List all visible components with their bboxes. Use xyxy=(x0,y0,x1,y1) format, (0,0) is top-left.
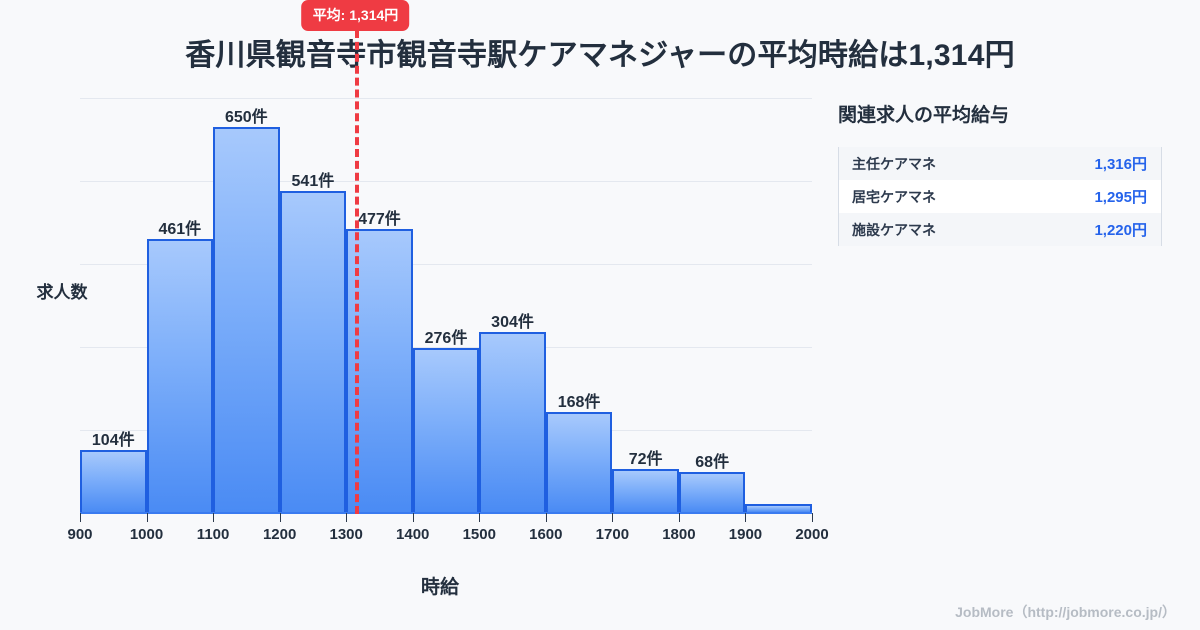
x-axis-tick-label: 1000 xyxy=(129,526,164,543)
salary-row-name: 居宅ケアマネ xyxy=(852,188,936,205)
x-axis-tick xyxy=(545,513,547,522)
bar-value-label: 477件 xyxy=(358,211,401,229)
bar-value-label: 68件 xyxy=(695,453,730,471)
x-axis-tick xyxy=(612,513,614,522)
histogram-bar xyxy=(146,238,214,512)
x-axis-tick-label: 1400 xyxy=(396,526,430,543)
bar-value-label: 72件 xyxy=(628,451,663,469)
x-axis-tick-label: 2000 xyxy=(795,526,829,543)
gridline xyxy=(80,98,812,99)
x-axis-tick-label: 1300 xyxy=(329,526,363,543)
histogram-bar xyxy=(545,412,613,512)
x-axis-tick-label: 1800 xyxy=(662,526,696,543)
bar-value-label: 461件 xyxy=(158,220,202,238)
bar-value-label: 541件 xyxy=(291,173,335,191)
x-axis-tick-label: 1700 xyxy=(595,526,630,543)
plot-area: 104件 461件 650件 541件 477件 276件 304件 168件 72件 68件 9… xyxy=(67,0,829,543)
x-axis-tick xyxy=(479,513,481,522)
x-axis-tick-label: 1500 xyxy=(462,526,496,543)
salary-row-value: 1,220円 xyxy=(1094,222,1147,239)
x-axis-tick xyxy=(678,513,680,522)
x-axis-tick-label: 900 xyxy=(67,526,93,543)
x-axis-tick xyxy=(346,513,348,522)
x-axis-tick-label: 1600 xyxy=(529,526,563,543)
average-badge: 平均: 1,314円 xyxy=(301,0,410,31)
x-axis-title: 時給 xyxy=(420,577,459,598)
histogram-bar xyxy=(745,503,812,512)
table-row: 施設ケアマネ 1,220円 xyxy=(839,213,1161,246)
x-axis-tick xyxy=(745,513,747,522)
average-line xyxy=(355,30,360,514)
histogram-bar xyxy=(479,331,546,512)
x-axis-tick-label: 1900 xyxy=(728,526,763,543)
histogram-bar xyxy=(80,450,147,512)
related-salary-title: 関連求人の平均給与 xyxy=(838,105,1010,126)
histogram-bar xyxy=(678,471,746,512)
histogram-chart: 求人数 104件 461件 650件 541件 477件 276件 304件 168件 72件 6… xyxy=(36,0,829,598)
page-title: 香川県観音寺市観音寺駅ケアマネジャーの平均時給は1,314円 xyxy=(185,39,1015,72)
bar-value-label: 104件 xyxy=(91,432,135,450)
x-axis-tick xyxy=(146,513,148,522)
salary-row-value: 1,295円 xyxy=(1094,189,1147,206)
y-axis-title: 求人数 xyxy=(36,283,88,302)
gridline xyxy=(80,181,812,182)
related-salary-table: 主任ケアマネ 1,316円居宅ケアマネ 1,295円施設ケアマネ 1,220円 xyxy=(838,147,1162,246)
bar-value-label: 304件 xyxy=(491,313,534,331)
x-axis-baseline xyxy=(80,512,812,514)
footer-watermark: JobMore（http://jobmore.co.jp/） xyxy=(955,604,1176,620)
salary-row-name: 施設ケアマネ xyxy=(852,221,936,238)
related-salary-panel: 関連求人の平均給与 主任ケアマネ 1,316円居宅ケアマネ 1,295円施設ケアマネ… xyxy=(838,100,1168,246)
gridline xyxy=(80,264,812,265)
x-axis-tick xyxy=(412,513,414,522)
x-axis-tick-label: 1200 xyxy=(262,526,297,543)
table-row: 居宅ケアマネ 1,295円 xyxy=(839,180,1161,213)
salary-row-name: 主任ケアマネ xyxy=(852,155,936,172)
x-axis-tick xyxy=(80,513,81,522)
x-axis-tick xyxy=(812,513,813,522)
histogram-bar xyxy=(279,191,347,512)
bar-value-label: 168件 xyxy=(557,394,601,412)
histogram-bar xyxy=(213,126,280,512)
gridline xyxy=(80,347,812,348)
x-axis-tick xyxy=(213,513,215,522)
histogram-bar xyxy=(412,348,480,512)
x-axis-tick xyxy=(279,513,281,522)
histogram-bar xyxy=(612,469,679,512)
salary-row-value: 1,316円 xyxy=(1094,156,1147,173)
table-row: 主任ケアマネ 1,316円 xyxy=(839,147,1161,180)
bar-value-label: 276件 xyxy=(424,330,468,348)
x-axis-tick-label: 1100 xyxy=(196,526,230,543)
bar-value-label: 650件 xyxy=(224,108,268,126)
